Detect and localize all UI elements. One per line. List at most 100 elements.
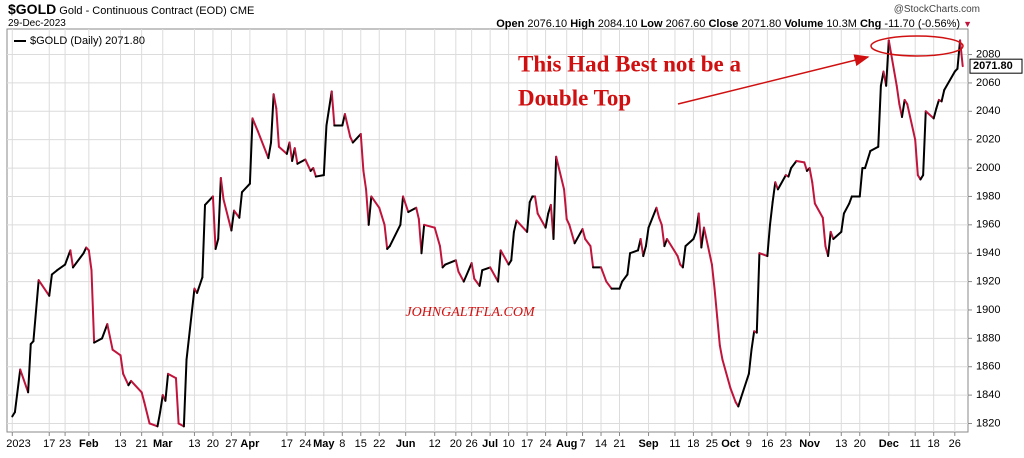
y-tick-label: 2060 (976, 77, 1000, 89)
x-tick-label: 9 (746, 438, 752, 450)
price-segment (795, 159, 806, 164)
y-tick-label: 1840 (976, 389, 1000, 401)
price-segment (621, 273, 629, 283)
plot-frame (6, 28, 969, 433)
price-segment (140, 391, 146, 404)
x-tick-label: 23 (780, 438, 792, 450)
price-segment (238, 191, 243, 219)
price-segment (655, 206, 661, 219)
price-segment (288, 141, 294, 162)
source: @StockCharts.com (893, 4, 980, 15)
price-segment (943, 70, 956, 92)
price-segment (399, 195, 405, 226)
price-segment (230, 209, 236, 232)
price-segment (457, 270, 465, 283)
price-segment (423, 223, 436, 229)
price-segment (702, 226, 713, 266)
price-segment (69, 249, 75, 269)
stat-value: 10.3M (826, 18, 857, 30)
price-segment (626, 252, 632, 276)
price-segment (528, 195, 534, 204)
last-value-label: 2071.80 (973, 60, 1013, 72)
price-segment (50, 269, 59, 276)
price-segment (864, 150, 872, 170)
price-segment (721, 358, 732, 390)
x-tick-label: 8 (339, 438, 345, 450)
price-segment (111, 348, 122, 357)
price-segment (959, 39, 964, 68)
price-segment (676, 255, 682, 266)
x-tick-label: 26 (466, 438, 478, 450)
price-segment (639, 238, 645, 258)
price-segment (573, 228, 584, 245)
price-segment (370, 195, 381, 209)
stat-label: Close (708, 18, 739, 30)
x-tick-label: 7 (579, 438, 585, 450)
price-segment (330, 90, 336, 127)
annotation: This Had Best not be a (518, 51, 742, 76)
x-tick-label: 17 (281, 438, 293, 450)
x-tick-label: Apr (240, 438, 260, 450)
price-segment (758, 252, 769, 258)
price-segment (64, 249, 72, 266)
price-segment (454, 259, 460, 273)
price-segment (481, 266, 492, 272)
price-segment (803, 161, 808, 172)
price-segment (473, 277, 481, 287)
price-segment (415, 206, 420, 221)
y-tick-label: 1960 (976, 219, 1000, 231)
price-segment (544, 212, 550, 229)
price-segment (710, 263, 716, 290)
price-segment (900, 98, 906, 118)
price-segment (275, 107, 280, 148)
y-tick-label: 1980 (976, 190, 1000, 202)
price-segment (101, 323, 109, 340)
x-tick-label: 23 (59, 438, 71, 450)
price-segment (697, 212, 703, 249)
x-tick-label: Mar (153, 438, 173, 450)
price-segment (600, 266, 608, 283)
price-segment (924, 110, 935, 120)
price-segment (222, 198, 233, 232)
price-segment (565, 218, 571, 226)
x-tick-label: 13 (835, 438, 847, 450)
x-tick-label: 13 (114, 438, 126, 450)
price-segment (270, 93, 275, 144)
price-segment (32, 279, 40, 343)
price-segment (869, 145, 880, 153)
stat-label: Chg (859, 18, 882, 30)
legend-entry: $GOLD (Daily) 2071.80 (30, 35, 145, 47)
y-tick-label: 2000 (976, 162, 1000, 174)
price-segment (848, 195, 853, 205)
price-segment (433, 226, 441, 248)
price-segment (444, 259, 457, 266)
stat-label: Volume (784, 18, 824, 30)
price-segment (293, 147, 299, 165)
title: Gold - Continuous Contract (EOD) (59, 5, 227, 17)
price-segment (510, 230, 515, 262)
price-segment (351, 133, 362, 144)
price-segment (877, 84, 882, 148)
y-tick-label: 2080 (976, 48, 1000, 60)
price-segment (204, 195, 214, 206)
price-segment (148, 422, 159, 428)
price-segment (776, 174, 787, 191)
x-tick-label: 21 (613, 438, 625, 450)
price-segment (895, 84, 901, 106)
price-segment (755, 252, 761, 334)
price-segment (174, 377, 180, 425)
price-segment (214, 238, 220, 250)
price-segment (629, 249, 639, 255)
x-tick-label: 14 (595, 438, 607, 450)
price-segment (808, 167, 814, 184)
price-segment (790, 159, 798, 170)
x-tick-label: 21 (136, 438, 148, 450)
price-segment (842, 202, 851, 215)
price-segment (13, 368, 22, 414)
price-segment (811, 181, 816, 205)
price-segment (164, 372, 170, 402)
price-segment (552, 155, 558, 241)
price-segment (581, 228, 587, 241)
x-tick-label: 10 (502, 438, 514, 450)
price-segment (666, 238, 676, 253)
